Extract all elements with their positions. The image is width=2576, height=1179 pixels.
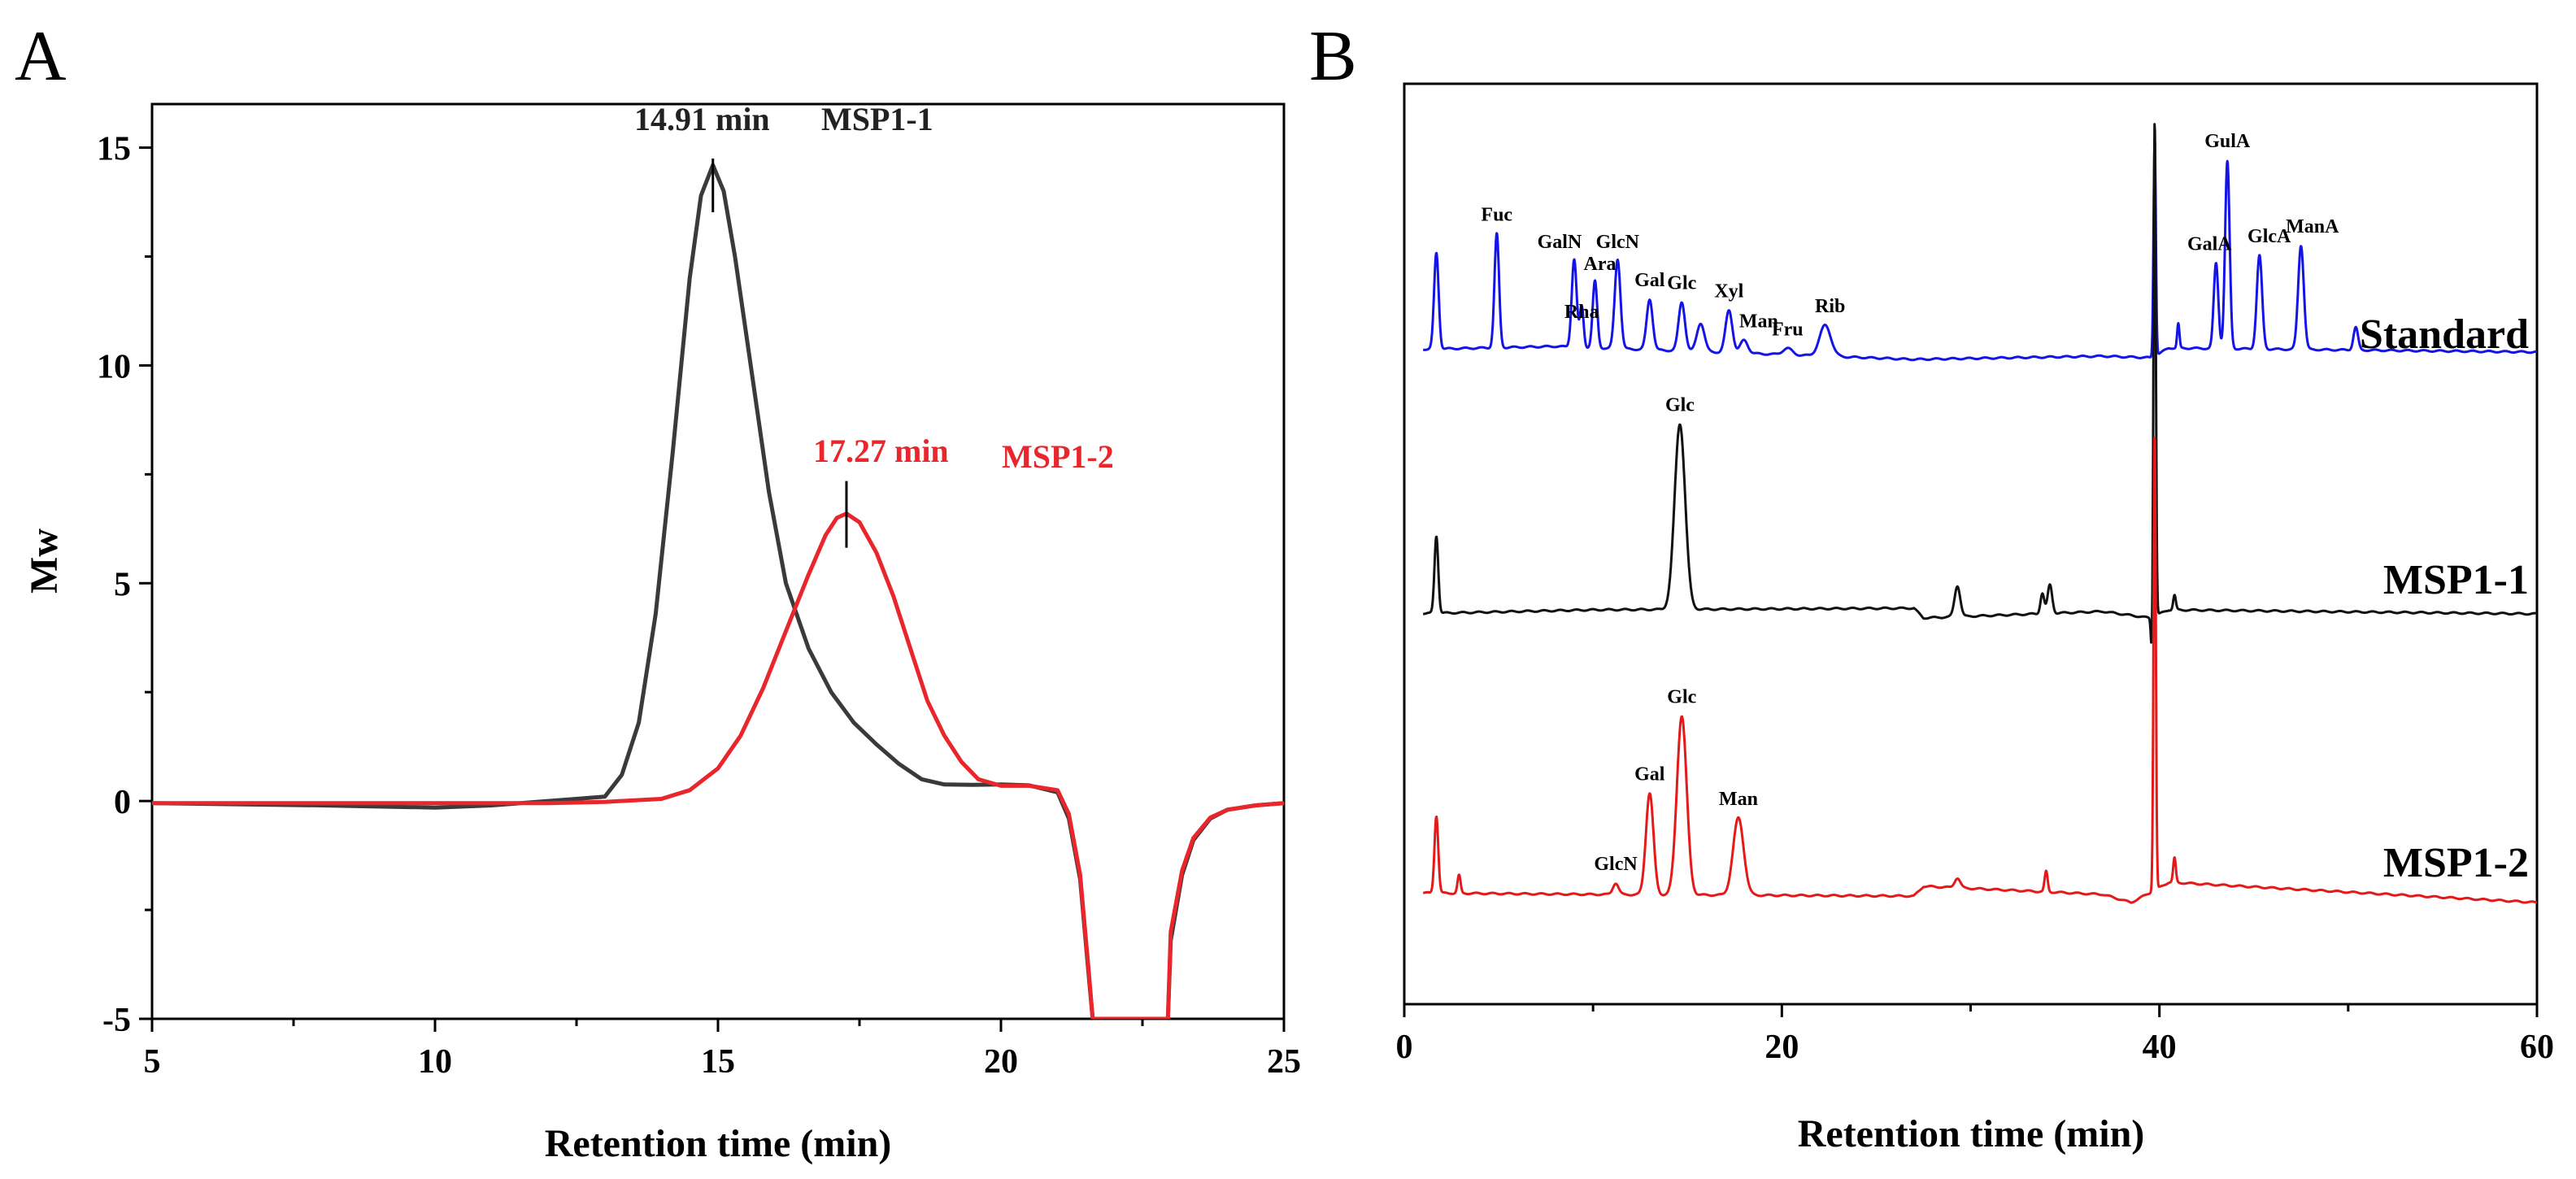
trace-label-msp1-2: MSP1-2: [2383, 840, 2529, 886]
b-x-tick-label-3: 60: [2520, 1029, 2554, 1066]
b-x-tick-label-2: 40: [2143, 1029, 2177, 1066]
mw-curve-msp1-1: [152, 163, 1284, 1019]
peak-label-standard-glc: Glc: [1667, 273, 1696, 294]
panel-b-traces: [1422, 123, 2537, 904]
b-x-tick-label-1: 20: [1764, 1029, 1799, 1066]
panel-a-y-axis-title: Mw: [23, 529, 66, 594]
panel-a-curves: [152, 163, 1284, 1019]
peak-label-standard-rha: Rha: [1564, 302, 1599, 323]
a-y-tick-label-1: 0: [114, 784, 131, 821]
a-x-tick-label-0: 5: [144, 1043, 161, 1081]
peak-label-standard-glcn: GlcN: [1596, 232, 1640, 253]
peak-label-standard-gal: Gal: [1634, 270, 1665, 291]
panel-a-frame: [150, 102, 1286, 1020]
peak-label-standard-man: Man: [1739, 311, 1778, 332]
peak-label-standard-ara: Ara: [1583, 254, 1616, 275]
msp1-2-time-label: 17.27 min: [813, 433, 949, 469]
a-y-tick-label-0: -5: [102, 1002, 131, 1039]
peak-label-msp1-2-glc: Glc: [1667, 687, 1696, 708]
a-y-tick-label-2: 5: [114, 566, 131, 603]
a-x-tick-label-4: 25: [1267, 1043, 1301, 1081]
peak-label-standard-gula: GulA: [2204, 131, 2251, 152]
a-y-tick-label-3: 10: [97, 348, 131, 385]
peak-label-msp1-2-man: Man: [1719, 789, 1758, 810]
peak-label-standard-glca: GlcA: [2247, 226, 2291, 247]
panel-b-x-axis-title: Retention time (min): [1798, 1112, 2145, 1155]
panel-a-x-axis-title: Retention time (min): [545, 1122, 892, 1165]
a-x-tick-label-1: 10: [418, 1043, 452, 1081]
b-x-tick-label-0: 0: [1396, 1029, 1413, 1066]
chromatogram-msp1-2: [1422, 436, 2537, 904]
peak-label-standard-fuc: Fuc: [1481, 205, 1512, 226]
msp1-2-name-label: MSP1-2: [1002, 438, 1114, 475]
panel-letter-a: A: [15, 17, 67, 96]
panel-letter-b: B: [1309, 17, 1357, 96]
peak-label-standard-rib: Rib: [1815, 296, 1845, 317]
peak-label-standard-galn: GalN: [1538, 232, 1582, 253]
mw-curve-msp1-2: [152, 511, 1284, 1019]
panel-a: 5 10 15 20 25 -5 0 5 10 15 14.91 min MSP1-1 17.27…: [23, 101, 1301, 1165]
peak-label-standard-xyl: Xyl: [1714, 281, 1743, 302]
peak-label-msp1-1-glc: Glc: [1665, 394, 1695, 415]
panel-a-ticks: 5 10 15 20 25 -5 0 5 10 15: [97, 131, 1301, 1081]
peak-label-msp1-2-glcn: GlcN: [1594, 854, 1638, 875]
a-x-tick-label-3: 20: [984, 1043, 1018, 1081]
chromatogram-standard: [1422, 137, 2537, 362]
panel-b-ticks: 0 20 40 60: [1396, 1004, 2554, 1066]
peak-label-standard-fru: Fru: [1772, 319, 1804, 340]
a-x-tick-label-2: 15: [701, 1043, 735, 1081]
msp1-1-time-label: 14.91 min: [634, 101, 770, 137]
trace-label-msp1-1: MSP1-1: [2383, 557, 2529, 603]
panel-b-frame: [1403, 82, 2539, 1006]
a-y-tick-label-4: 15: [97, 131, 131, 168]
peak-label-msp1-2-gal: Gal: [1634, 764, 1665, 785]
peak-label-standard-gala: GalA: [2187, 234, 2232, 255]
trace-label-standard: Standard: [2360, 311, 2529, 358]
panel-a-annotations: 14.91 min MSP1-1 17.27 min MSP1-2: [634, 101, 1114, 548]
msp1-1-name-label: MSP1-1: [821, 101, 933, 137]
chromatogram-msp1-1: [1422, 123, 2537, 644]
peak-label-standard-mana: ManA: [2286, 216, 2339, 237]
